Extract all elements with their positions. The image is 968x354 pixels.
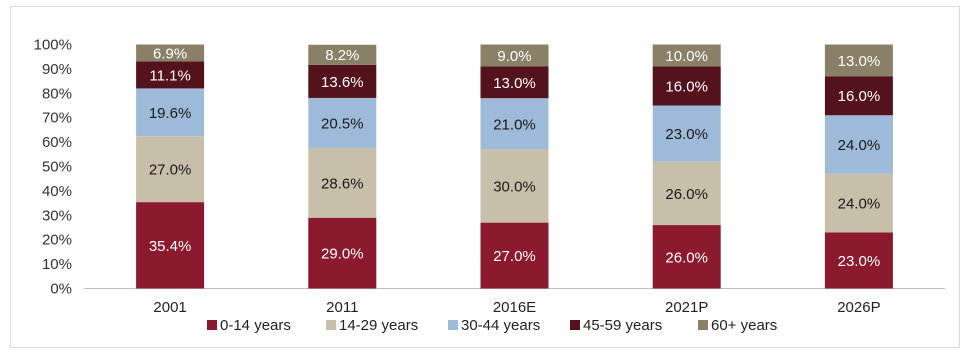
legend-swatch xyxy=(570,320,580,330)
bar-segment xyxy=(652,44,721,67)
data-label: 10.0% xyxy=(665,48,708,65)
bar-segment xyxy=(480,66,549,99)
data-label: 26.0% xyxy=(665,249,708,266)
data-label: 19.6% xyxy=(149,105,192,122)
x-tick-label: 2016E xyxy=(493,299,536,316)
bar-segment xyxy=(824,173,893,233)
data-label: 16.0% xyxy=(838,88,881,105)
data-label: 16.0% xyxy=(665,78,708,95)
data-label: 27.0% xyxy=(149,162,192,179)
legend-label: 45-59 years xyxy=(583,317,662,334)
data-label: 28.6% xyxy=(321,175,364,192)
bar-segment xyxy=(652,66,721,106)
x-tick-label: 2011 xyxy=(326,299,358,316)
x-tick-label: 2021P xyxy=(665,299,708,316)
legend-label: 60+ years xyxy=(711,317,777,334)
y-tick-label: 70% xyxy=(42,110,72,127)
data-label: 9.0% xyxy=(497,48,531,65)
bar-segment xyxy=(480,222,549,289)
y-tick-label: 30% xyxy=(42,207,72,224)
data-label: 13.0% xyxy=(493,75,536,92)
bar-segment xyxy=(136,136,205,203)
bar-segment xyxy=(652,105,721,162)
bar-segment xyxy=(652,161,721,226)
x-tick-label: 2001 xyxy=(153,299,186,316)
data-label: 21.0% xyxy=(493,116,536,133)
y-tick-label: 90% xyxy=(42,61,72,78)
bar-segment xyxy=(652,225,721,289)
legend-label: 0-14 years xyxy=(220,317,291,334)
data-label: 26.0% xyxy=(665,186,708,203)
bar-segment xyxy=(308,44,377,65)
bar-segment xyxy=(824,76,893,116)
data-label: 11.1% xyxy=(149,67,190,84)
bar-segment xyxy=(136,88,205,137)
legend-swatch xyxy=(326,320,336,330)
y-tick-label: 100% xyxy=(34,37,72,54)
legend-swatch xyxy=(448,320,458,330)
bar-segment xyxy=(136,44,205,62)
data-label: 24.0% xyxy=(838,196,881,213)
bar-segment xyxy=(308,97,377,148)
x-tick-label: 2026P xyxy=(837,299,880,316)
legend-label: 30-44 years xyxy=(461,317,540,334)
data-label: 35.4% xyxy=(149,238,192,255)
bar-segment xyxy=(824,232,893,289)
y-tick-label: 0% xyxy=(50,281,72,298)
data-label: 13.6% xyxy=(321,74,364,91)
bar-segment xyxy=(308,217,377,289)
data-label: 20.5% xyxy=(321,115,364,132)
bar-segment xyxy=(824,115,893,174)
data-label: 27.0% xyxy=(493,248,536,265)
data-label: 24.0% xyxy=(838,137,881,154)
bar-segment xyxy=(824,44,893,77)
data-label: 6.9% xyxy=(153,45,187,62)
bar-segment xyxy=(136,202,205,289)
data-label: 23.0% xyxy=(665,126,708,143)
y-tick-label: 60% xyxy=(42,134,72,151)
bar-segment xyxy=(480,149,549,223)
y-tick-label: 80% xyxy=(42,85,72,102)
legend-swatch xyxy=(207,320,217,330)
bar-segment xyxy=(480,98,549,150)
data-label: 8.2% xyxy=(325,47,359,64)
data-label: 29.0% xyxy=(321,246,364,263)
bar-segment xyxy=(308,147,377,218)
data-label: 13.0% xyxy=(838,53,881,70)
legend-label: 14-29 years xyxy=(339,317,418,334)
data-label: 23.0% xyxy=(838,253,881,270)
y-tick-label: 10% xyxy=(42,256,72,273)
chart-frame xyxy=(10,6,960,348)
bar-segment xyxy=(136,61,205,89)
y-tick-label: 20% xyxy=(42,232,72,249)
y-tick-label: 50% xyxy=(42,159,72,176)
legend-swatch xyxy=(698,320,708,330)
bar-segment xyxy=(480,44,549,67)
y-tick-label: 40% xyxy=(42,183,72,200)
bar-segment xyxy=(308,64,377,98)
data-label: 30.0% xyxy=(493,179,536,196)
